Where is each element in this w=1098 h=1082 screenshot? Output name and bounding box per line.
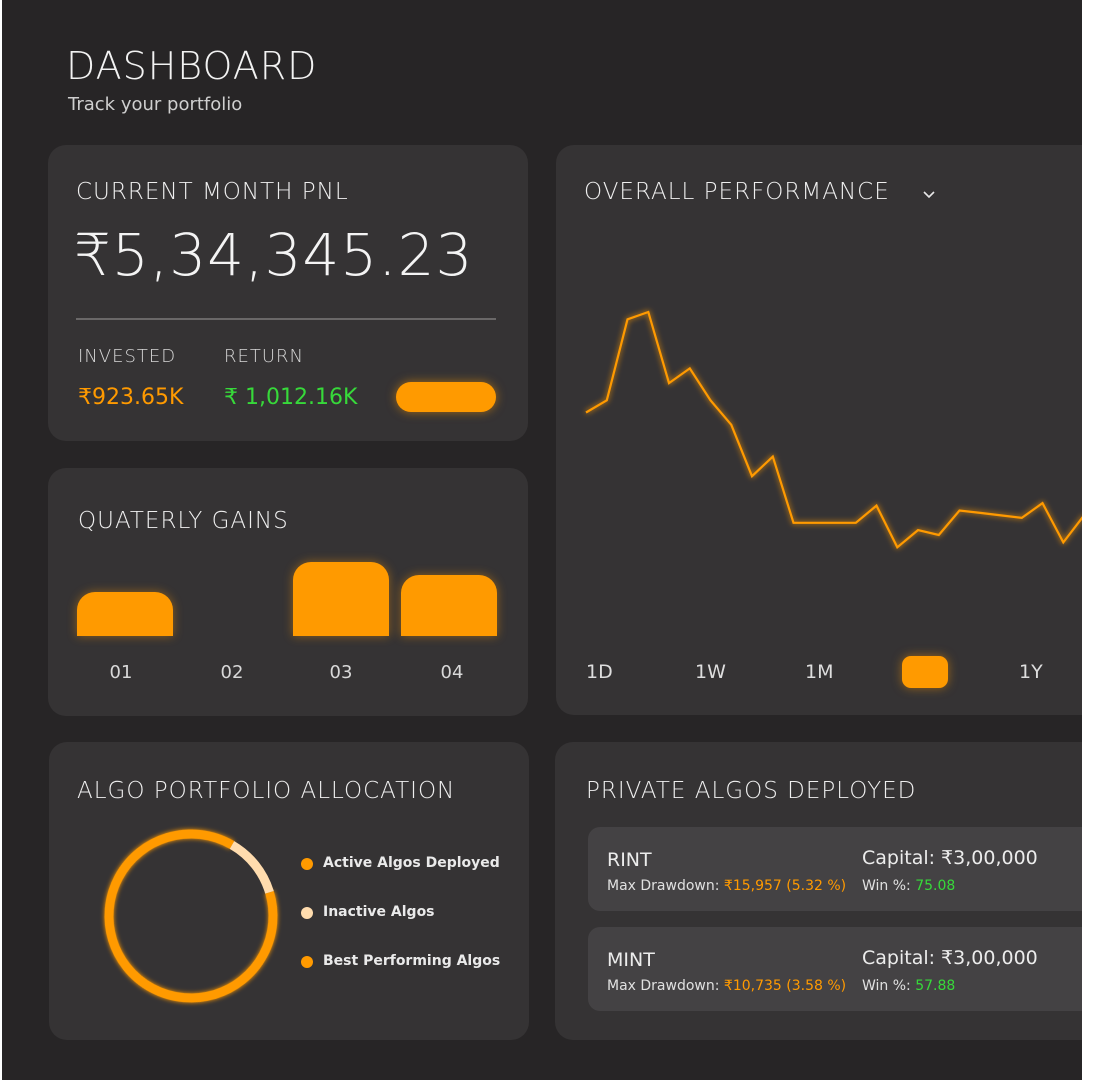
chevron-down-icon[interactable]	[922, 185, 936, 204]
algos-title: PRIVATE ALGOS DEPLOYED	[586, 778, 917, 804]
range-1w[interactable]: 1W	[695, 661, 726, 683]
algo-row-mint[interactable]: MINT Max Drawdown: ₹10,735 (3.58 %) Capi…	[588, 927, 1082, 1011]
range-1m[interactable]: 1M	[805, 661, 834, 683]
page-subtitle: Track your portfolio	[68, 94, 243, 115]
algo-capital: Capital: ₹3,00,000	[862, 947, 1038, 969]
algo-allocation-card: ALGO PORTFOLIO ALLOCATION Active Algos D…	[49, 742, 529, 1040]
quarter-label: 02	[220, 662, 244, 683]
legend-label: Inactive Algos	[323, 904, 435, 920]
divider	[76, 318, 496, 320]
return-value: ₹ 1,012.16K	[224, 385, 358, 410]
legend-label: Best Performing Algos	[323, 953, 501, 969]
page-title: DASHBOARD	[66, 44, 318, 88]
range-1y[interactable]: 1Y	[1019, 661, 1043, 683]
gain-bar-q1	[77, 592, 173, 636]
algo-capital: Capital: ₹3,00,000	[862, 847, 1038, 869]
performance-chart	[585, 310, 1082, 550]
range-1d[interactable]: 1D	[586, 661, 613, 683]
quarter-label: 01	[109, 662, 133, 683]
gain-bar-q4	[401, 575, 497, 636]
current-month-pnl-card: CURRENT MONTH PNL ₹5,34,345.23 INVESTED …	[48, 145, 528, 441]
legend-label: Active Algos Deployed	[323, 855, 500, 871]
invested-label: INVESTED	[78, 346, 177, 367]
pnl-value: ₹5,34,345.23	[74, 221, 474, 289]
quarter-label: 04	[440, 662, 464, 683]
algo-drawdown: Max Drawdown: ₹10,735 (3.58 %)	[607, 978, 847, 994]
legend-dot	[301, 858, 313, 870]
algo-name: RINT	[607, 849, 652, 871]
legend-dot	[301, 956, 313, 968]
algo-win-rate: Win %: 57.88	[862, 978, 956, 994]
allocation-title: ALGO PORTFOLIO ALLOCATION	[77, 778, 456, 804]
donut-segment-inactive	[104, 829, 278, 1003]
legend-dot	[301, 907, 313, 919]
performance-title[interactable]: OVERALL PERFORMANCE	[584, 179, 890, 205]
quarterly-gains-card: QUATERLY GAINS 01 02 03 04	[48, 468, 528, 716]
quarter-label: 03	[329, 662, 353, 683]
invested-value: ₹923.65K	[78, 385, 184, 410]
overall-performance-card: OVERALL PERFORMANCE 1D 1W 1M 1Y	[556, 145, 1082, 715]
legend-inactive-algos: Inactive Algos	[301, 904, 435, 920]
algo-name: MINT	[607, 949, 655, 971]
pnl-title: CURRENT MONTH PNL	[76, 179, 349, 205]
gain-bar-q3	[293, 562, 389, 636]
performance-line	[585, 310, 1082, 550]
algo-win-rate: Win %: 75.08	[862, 878, 956, 894]
range-button-active[interactable]	[902, 656, 948, 688]
gains-title: QUATERLY GAINS	[78, 508, 289, 534]
donut-segment-active	[104, 829, 278, 1003]
algo-drawdown: Max Drawdown: ₹15,957 (5.32 %)	[607, 878, 847, 894]
return-label: RETURN	[224, 346, 305, 367]
legend-active-algos: Active Algos Deployed	[301, 855, 500, 871]
allocation-donut	[104, 829, 278, 1003]
pnl-action-button[interactable]	[396, 382, 496, 412]
private-algos-card: PRIVATE ALGOS DEPLOYED RINT Max Drawdown…	[555, 742, 1082, 1040]
legend-best-algos: Best Performing Algos	[301, 953, 501, 969]
algo-row-rint[interactable]: RINT Max Drawdown: ₹15,957 (5.32 %) Capi…	[588, 827, 1082, 911]
